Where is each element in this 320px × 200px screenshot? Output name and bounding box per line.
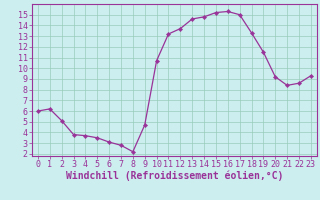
- X-axis label: Windchill (Refroidissement éolien,°C): Windchill (Refroidissement éolien,°C): [66, 171, 283, 181]
